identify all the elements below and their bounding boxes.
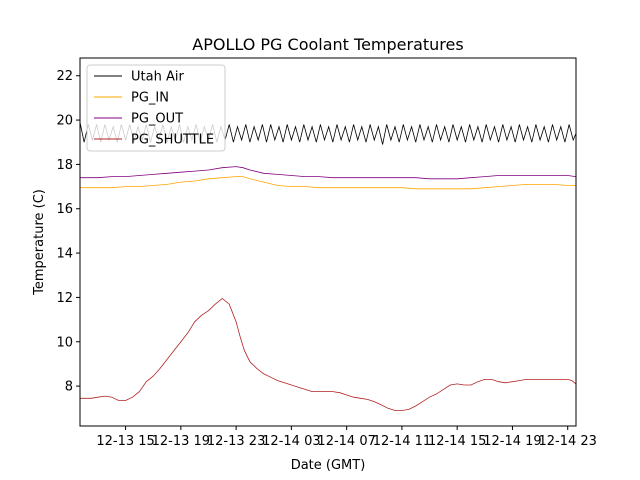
y-tick-label: 12 [56, 291, 73, 306]
x-tick-label: 12-14 03 [262, 434, 320, 449]
x-axis-label: Date (GMT) [291, 458, 366, 473]
legend-box [86, 64, 226, 152]
series-line-pg-shuttle [80, 297, 577, 411]
x-tick-label: 12-13 23 [207, 434, 265, 449]
plot-area [79, 57, 577, 427]
legend-label-pg-out: PG_OUT [131, 112, 183, 127]
x-tick-label: 12-14 23 [538, 434, 596, 449]
y-axis-label: Temperature (C) [32, 189, 47, 296]
y-axis: 8 10 12 14 16 18 20 22 [56, 69, 80, 395]
series-line-pg-out [80, 166, 577, 180]
y-tick-label: 18 [56, 158, 73, 173]
y-tick-label: 22 [56, 69, 73, 84]
axes-frame [79, 57, 577, 427]
x-tick-label: 12-14 07 [317, 434, 375, 449]
y-tick-label: 8 [65, 380, 73, 395]
x-tick-label: 12-14 19 [483, 434, 541, 449]
y-tick-label: 10 [56, 335, 73, 350]
x-tick-label: 12-14 15 [428, 434, 486, 449]
legend-label-pg-shuttle: PG_SHUTTLE [131, 133, 214, 148]
x-tick-label: 12-14 11 [373, 434, 431, 449]
legend-label-pg-in: PG_IN [131, 91, 169, 106]
y-tick-label: 16 [56, 202, 73, 217]
chart-title: APOLLO PG Coolant Temperatures [192, 35, 463, 54]
legend: Utah Air PG_IN PG_OUT PG_SHUTTLE [86, 64, 226, 152]
x-tick-label: 12-13 15 [96, 434, 154, 449]
y-tick-label: 14 [56, 247, 73, 262]
series-line-pg-in [80, 176, 576, 190]
x-tick-label: 12-13 19 [152, 434, 210, 449]
legend-label-utah-air: Utah Air [131, 70, 184, 85]
y-tick-label: 20 [56, 114, 73, 129]
